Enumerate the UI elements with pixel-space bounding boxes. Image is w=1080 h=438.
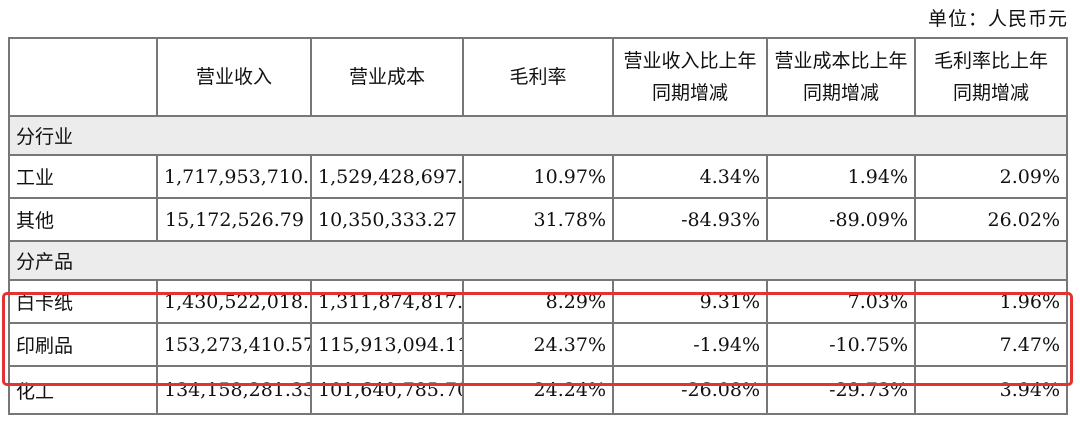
cell-margin-change: 1.96% (914, 279, 1068, 324)
cell-cost: 101,640,785.70 (310, 365, 464, 415)
cell-cost-change: -10.75% (766, 322, 916, 367)
header-row: 营业收入 营业成本 毛利率 营业收入比上年 同期增减 营业成本比上年 同期增减 毛利… (8, 37, 1068, 117)
cell-cost: 1,311,874,817.49 (310, 279, 464, 324)
header-cost-change: 营业成本比上年 同期增减 (766, 37, 916, 117)
cell-margin-change: 7.47% (914, 322, 1068, 367)
section-label: 分行业 (8, 115, 1068, 156)
cell-cost-change: 7.03% (766, 279, 916, 324)
header-revenue: 营业收入 (156, 37, 312, 117)
financial-table: 营业收入 营业成本 毛利率 营业收入比上年 同期增减 营业成本比上年 同期增减 毛利… (8, 37, 1068, 415)
table-row: 化工 134,158,281.33 101,640,785.70 24.24% … (8, 365, 1068, 415)
header-cost: 营业成本 (310, 37, 464, 117)
cell-revenue-change: -84.93% (612, 197, 768, 242)
header-cell-blank (8, 37, 158, 117)
cell-cost: 1,529,428,697.30 (310, 154, 464, 199)
table-row: 工业 1,717,953,710.89 1,529,428,697.30 10.… (8, 154, 1068, 199)
row-label: 化工 (8, 365, 158, 415)
cell-revenue-change: -26.08% (612, 365, 768, 415)
cell-cost-change: -29.73% (766, 365, 916, 415)
cell-gross-margin: 24.37% (462, 322, 614, 367)
cell-revenue-change: 4.34% (612, 154, 768, 199)
cell-margin-change: 2.09% (914, 154, 1068, 199)
cell-cost-change: 1.94% (766, 154, 916, 199)
row-label: 印刷品 (8, 322, 158, 367)
row-label: 白卡纸 (8, 279, 158, 324)
unit-label: 单位：人民币元 (927, 8, 1068, 30)
cell-revenue-change: 9.31% (612, 279, 768, 324)
cell-revenue: 1,430,522,018.99 (156, 279, 312, 324)
row-label: 其他 (8, 197, 158, 242)
cell-cost: 115,913,094.11 (310, 322, 464, 367)
cell-gross-margin: 8.29% (462, 279, 614, 324)
row-label: 工业 (8, 154, 158, 199)
cell-revenue: 15,172,526.79 (156, 197, 312, 242)
cell-gross-margin: 31.78% (462, 197, 614, 242)
cell-revenue: 153,273,410.57 (156, 322, 312, 367)
cell-gross-margin: 10.97% (462, 154, 614, 199)
cell-gross-margin: 24.24% (462, 365, 614, 415)
section-label: 分产品 (8, 240, 1068, 281)
cell-revenue: 134,158,281.33 (156, 365, 312, 415)
cell-cost: 10,350,333.27 (310, 197, 464, 242)
section-row-industry: 分行业 (8, 115, 1068, 156)
cell-margin-change: 3.94% (914, 365, 1068, 415)
table-row: 印刷品 153,273,410.57 115,913,094.11 24.37%… (8, 322, 1068, 367)
cell-margin-change: 26.02% (914, 197, 1068, 242)
header-revenue-change: 营业收入比上年 同期增减 (612, 37, 768, 117)
header-gross-margin: 毛利率 (462, 37, 614, 117)
cell-cost-change: -89.09% (766, 197, 916, 242)
header-margin-change: 毛利率比上年 同期增减 (914, 37, 1068, 117)
cell-revenue-change: -1.94% (612, 322, 768, 367)
section-row-product: 分产品 (8, 240, 1068, 281)
table-row: 白卡纸 1,430,522,018.99 1,311,874,817.49 8.… (8, 279, 1068, 324)
cell-revenue: 1,717,953,710.89 (156, 154, 312, 199)
table-row: 其他 15,172,526.79 10,350,333.27 31.78% -8… (8, 197, 1068, 242)
